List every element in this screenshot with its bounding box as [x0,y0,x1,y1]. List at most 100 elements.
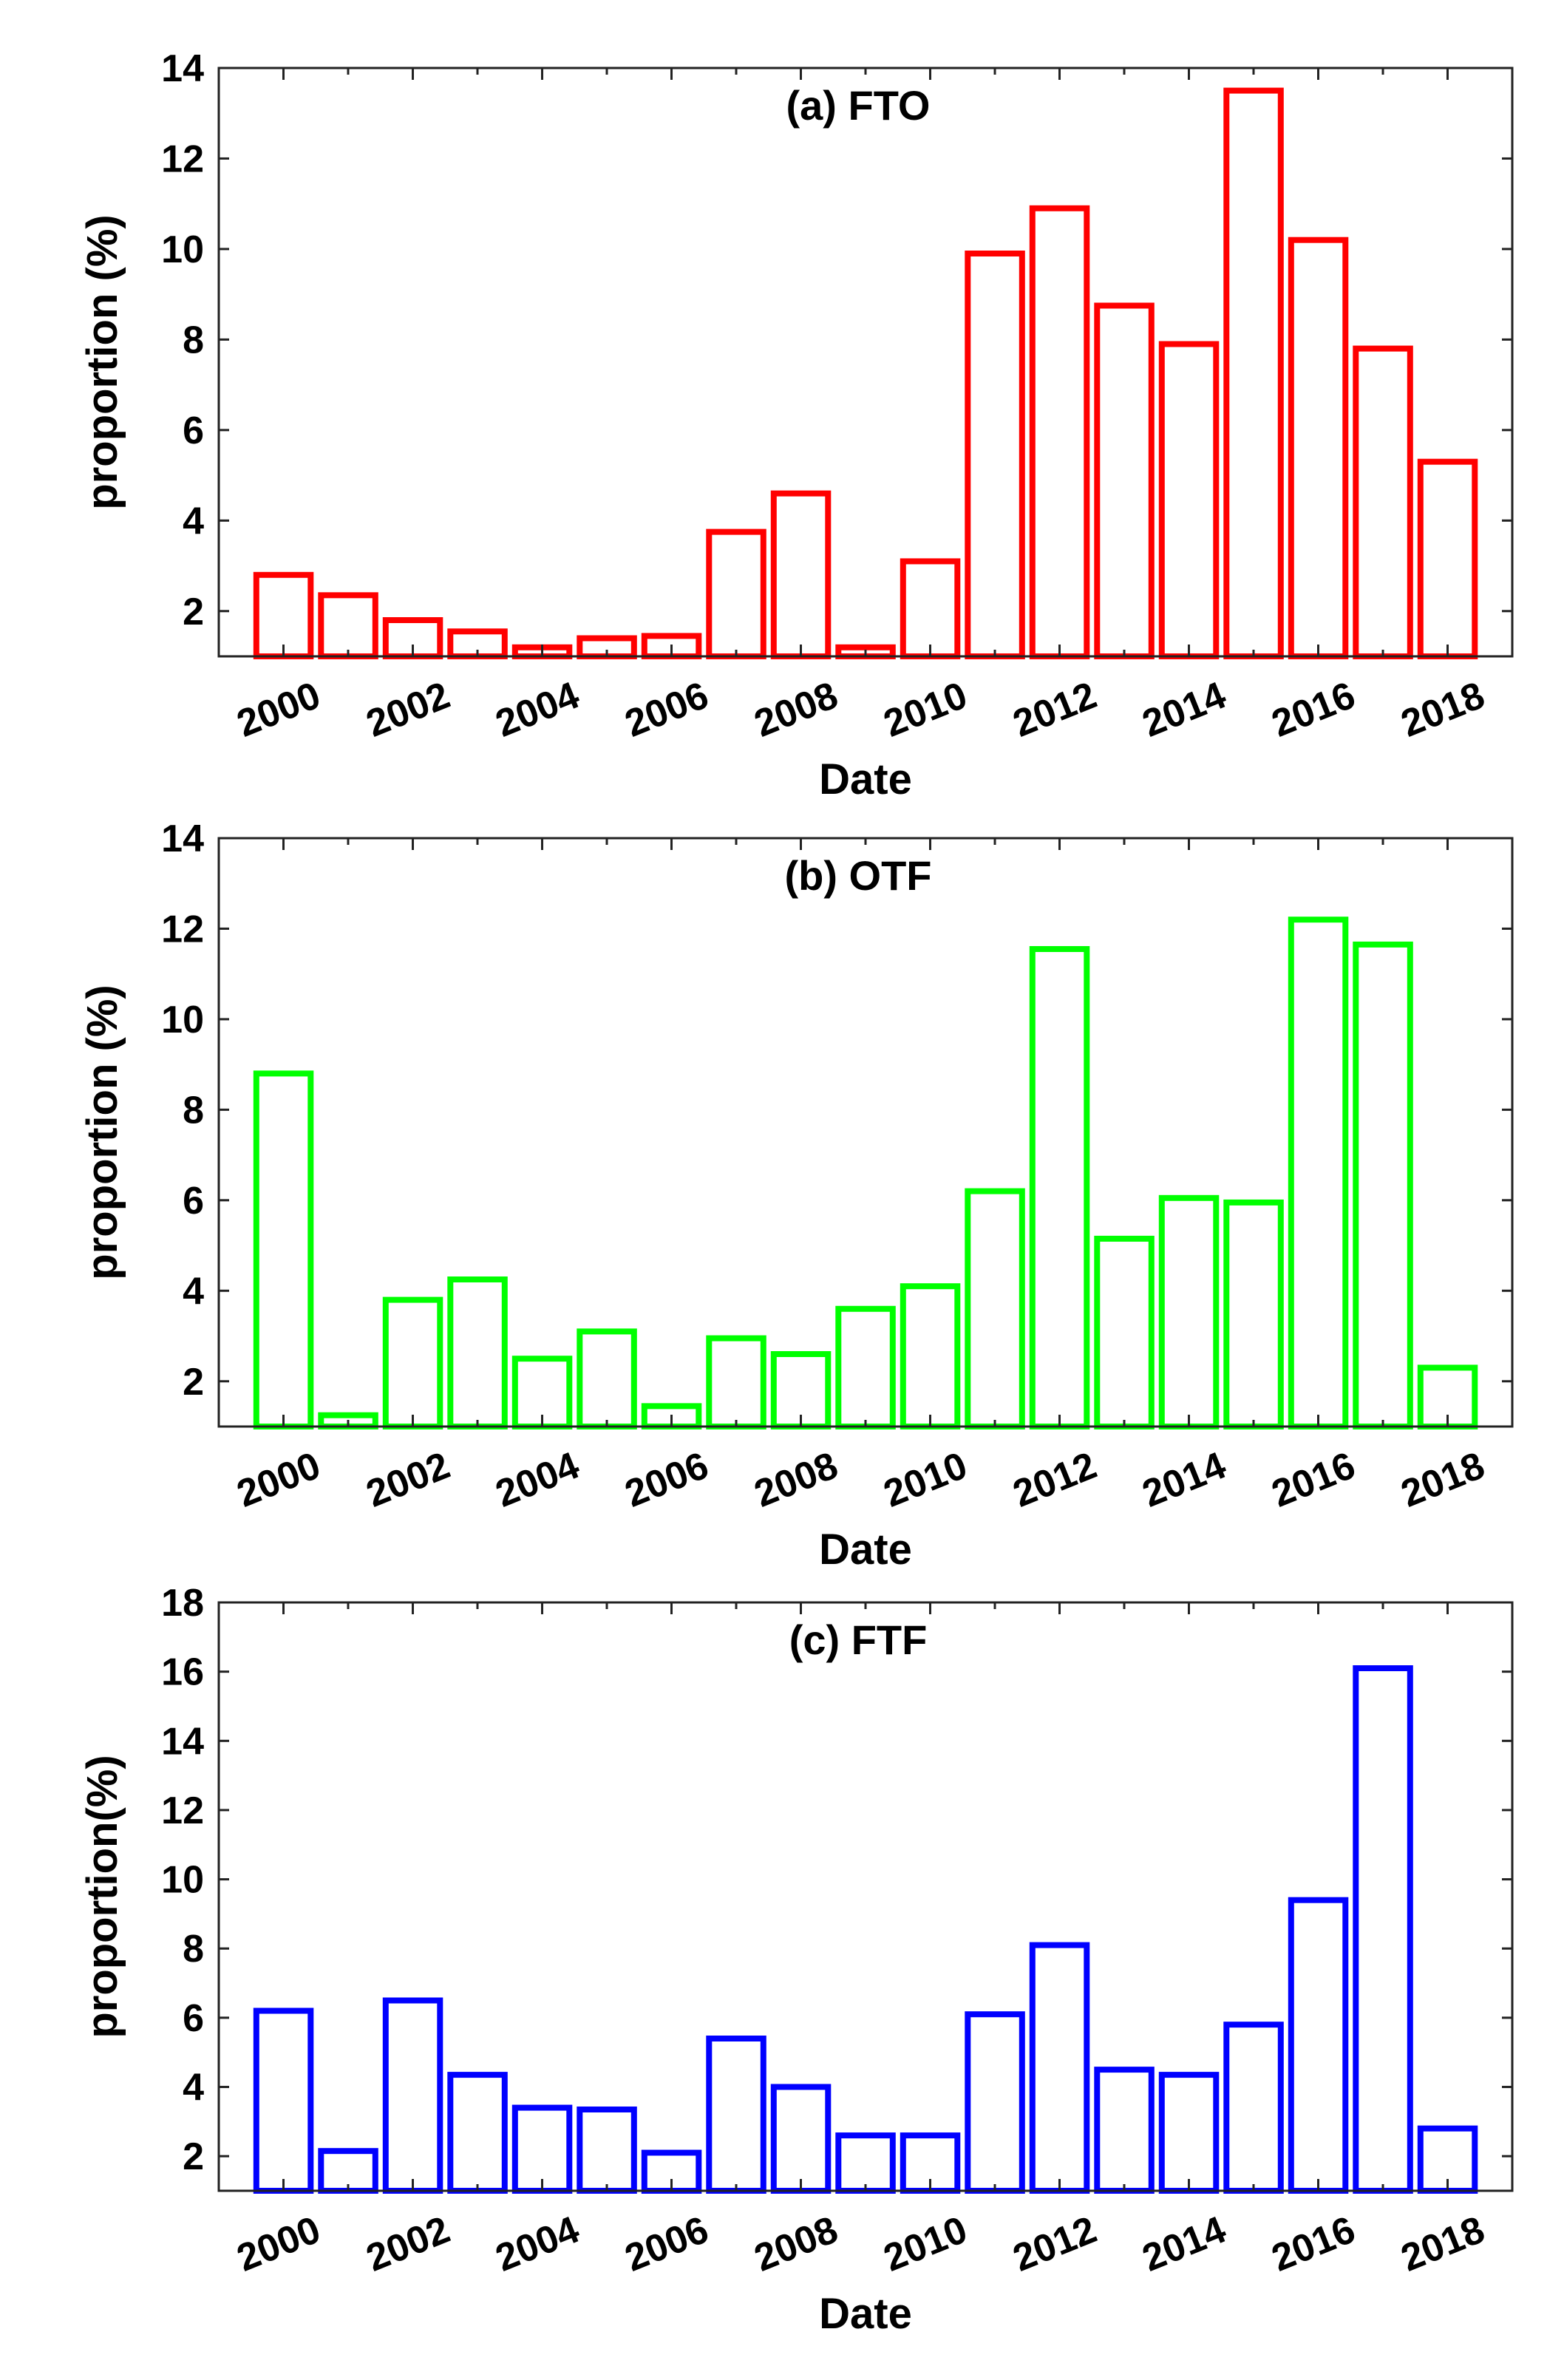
panel-a-x-axis-label: Date [819,755,912,803]
panel-b-x-axis-label: Date [819,1526,912,1574]
panel-b-xtick-label-2004: 2004 [490,1444,585,1516]
panel-a: 2 4 6 8 10 12 14 2000 2002 2004 2006 2008 2010 2012 20… [78,47,1514,803]
panel-b-title: (b) OTF [784,852,931,899]
panel-b-ytick-label-4: 4 [183,1270,204,1313]
panel-a-bar-2016 [1288,237,1349,659]
panel-b-bar-2003 [447,1276,508,1429]
panel-b-bar-2010 [900,1283,961,1429]
panel-a-plot-frame [217,67,1514,658]
panel-c-bar-2014 [1158,2072,1220,2194]
panel-c-xtick-label-2014: 2014 [1137,2209,1232,2280]
panel-b: 2 4 6 8 10 12 14 2000 2002 2004 2006 2008 2010 2012 20… [78,817,1514,1574]
panel-c-xtick-label-2000: 2000 [231,2209,327,2280]
panel-b-xtick-label-2018: 2018 [1395,1444,1491,1516]
panel-a-bar-2013 [1094,302,1155,659]
panel-c-ytick-label-16: 16 [161,1651,204,1694]
panel-c-xtick-label-2004: 2004 [490,2209,585,2280]
panel-b-bar-2009 [835,1305,896,1430]
panel-a-y-axis-label: proportion (%) [78,214,126,509]
panel-c-xtick-label-2002: 2002 [361,2209,456,2280]
panel-a-xtick-label-2008: 2008 [749,674,844,746]
panel-c-xtick-label-2018: 2018 [1395,2209,1491,2280]
panel-a-bar-2017 [1353,345,1413,659]
panel-c-ytick-label-8: 8 [183,1928,204,1971]
panel-c-bar-2017 [1353,1665,1413,2194]
panel-c-y-axis-label: proportion(%) [78,1755,126,2038]
panel-b-bar-2014 [1158,1194,1220,1430]
panel-c-plot-frame [217,1601,1514,2192]
panel-b-ytick-label-12: 12 [161,908,204,951]
panel-a-ytick-label-8: 8 [183,319,204,361]
panel-c-bar-2012 [1029,1942,1090,2194]
panel-b-xtick-label-2002: 2002 [361,1444,456,1516]
panel-a-xtick-label-2014: 2014 [1137,674,1232,746]
panel-a-bar-2007 [706,528,766,659]
panel-b-xtick-label-2008: 2008 [749,1444,844,1516]
panel-c-bar-2009 [835,2132,896,2194]
panel-a-xtick-label-2002: 2002 [361,674,456,746]
panel-b-xtick-label-2010: 2010 [878,1444,973,1516]
panel-c-bar-2007 [706,2036,766,2194]
panel-b-bar-2017 [1353,941,1413,1429]
panel-c-bar-2000 [253,2007,314,2194]
panel-b-bar-2016 [1288,917,1349,1429]
panel-a-ytick-label-12: 12 [161,137,204,180]
panel-c-title: (c) FTF [789,1616,928,1663]
panel-a-bar-2008 [770,490,832,659]
panel-c-xtick-label-2016: 2016 [1266,2209,1361,2280]
panel-b-bar-2007 [706,1335,766,1429]
panel-c-ytick-label-12: 12 [161,1789,204,1832]
panel-b-xtick-label-2000: 2000 [231,1444,327,1516]
panel-a-xtick-label-2000: 2000 [231,674,327,746]
panel-b-y-axis-label: proportion (%) [78,985,126,1279]
panel-c-ytick-label-4: 4 [183,2067,204,2109]
panel-a-bar-2018 [1417,458,1478,659]
panel-b-bar-2013 [1094,1235,1155,1430]
panel-c-xtick-label-2008: 2008 [749,2209,844,2280]
panel-b-plot-frame [217,837,1514,1428]
panel-a-ytick-label-2: 2 [183,591,204,633]
panel-b-bar-2011 [965,1188,1025,1429]
panel-b-xtick-label-2012: 2012 [1007,1444,1103,1516]
panel-c-ytick-label-14: 14 [161,1720,204,1763]
panel-b-ytick-label-10: 10 [161,999,204,1041]
panel-c-bar-2015 [1223,2022,1284,2194]
panel-b-bar-2000 [253,1070,314,1430]
panel-a-bar-2010 [900,558,961,660]
panel-c-bar-2011 [965,2011,1025,2194]
panel-b-ytick-label-2: 2 [183,1361,204,1404]
panel-b-bar-2002 [382,1296,443,1429]
panel-c-bar-2008 [770,2084,832,2194]
panel-b-ytick-label-14: 14 [161,817,204,860]
panel-a-bar-2015 [1223,87,1284,660]
panel-a-xtick-label-2012: 2012 [1007,674,1103,746]
panel-b-ytick-label-6: 6 [183,1180,204,1223]
panel-c-bar-2004 [511,2104,573,2194]
panel-c-xtick-label-2006: 2006 [619,2209,715,2280]
panel-b-xtick-label-2016: 2016 [1266,1444,1361,1516]
panel-b-xtick-label-2006: 2006 [619,1444,715,1516]
panel-b-ytick-label-8: 8 [183,1089,204,1132]
panel-a-ytick-label-10: 10 [161,228,204,271]
panel-a-ytick-label-4: 4 [183,500,204,543]
panel-c-ytick-label-6: 6 [183,1997,204,2040]
panel-c-bar-2016 [1288,1897,1349,2194]
panel-c-ytick-label-10: 10 [161,1859,204,1902]
panel-c-ytick-label-18: 18 [161,1582,204,1625]
panel-a-xtick-label-2018: 2018 [1395,674,1491,746]
panel-a-xtick-label-2010: 2010 [878,674,973,746]
panel-a-xtick-label-2016: 2016 [1266,674,1361,746]
panel-c-xtick-label-2010: 2010 [878,2209,973,2280]
panel-a-xtick-label-2004: 2004 [490,674,585,746]
panel-a-ytick-label-14: 14 [161,47,204,90]
panel-a-ytick-label-6: 6 [183,409,204,452]
panel-c-x-axis-label: Date [819,2290,912,2338]
panel-a-xtick-label-2006: 2006 [619,674,715,746]
panel-b-bar-2015 [1223,1199,1284,1430]
panel-c-bar-2003 [447,2072,508,2194]
panel-a-bar-2001 [318,592,378,659]
panel-c-ytick-label-2: 2 [183,2135,204,2178]
panel-a-title: (a) FTO [786,82,931,129]
panel-b-bar-2012 [1029,946,1090,1429]
